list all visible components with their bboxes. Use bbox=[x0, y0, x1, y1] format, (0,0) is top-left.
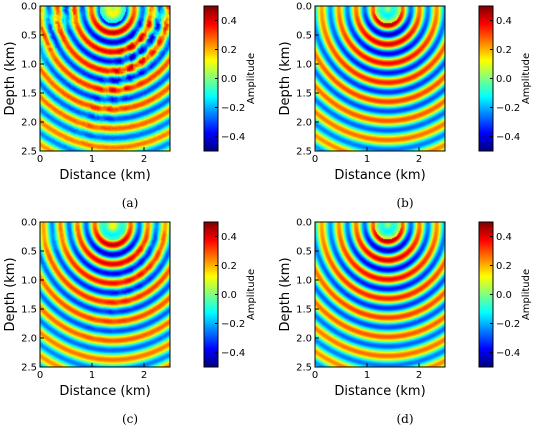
x-tick-label: 1 bbox=[89, 154, 95, 165]
panel-2: 0.0 0.5 1.0 1.5 2.0 2.50 1 2 Distance (km) Depth … bbox=[3, 218, 257, 427]
y-tick-label: 2.5 bbox=[21, 147, 37, 158]
colorbar-tick-label: 0.4 bbox=[496, 16, 512, 27]
panel-0: 0.0 0.5 1.0 1.5 2.0 2.50 1 2 Distance (km) Depth … bbox=[3, 2, 257, 211]
x-tick-label: 2 bbox=[141, 370, 147, 381]
colorbar-tick-label: 0.0 bbox=[496, 74, 512, 85]
y-axis-label: Depth (km) bbox=[278, 257, 293, 331]
x-tick-label: 2 bbox=[416, 154, 422, 165]
y-tick-label: 2.0 bbox=[21, 334, 37, 345]
panel-caption: (b) bbox=[396, 196, 413, 210]
panel-3: 0.0 0.5 1.0 1.5 2.0 2.50 1 2 Distance (km) Depth … bbox=[278, 218, 532, 427]
wavefield-heatmap bbox=[315, 6, 445, 151]
colorbar-tick-label: −0.2 bbox=[221, 103, 245, 114]
y-tick-label: 1.0 bbox=[21, 276, 37, 287]
y-tick-label: 2.5 bbox=[21, 363, 37, 374]
wavefield-heatmap bbox=[315, 222, 445, 367]
y-tick-label: 0.0 bbox=[296, 218, 312, 229]
plot-frame bbox=[39, 221, 171, 368]
colorbar-tick-label: 0.2 bbox=[221, 45, 237, 56]
colorbar-tick-label: 0.0 bbox=[221, 74, 237, 85]
y-axis-label: Depth (km) bbox=[278, 41, 293, 115]
y-tick-label: 1.5 bbox=[21, 305, 37, 316]
x-tick-label: 0 bbox=[312, 154, 318, 165]
y-tick-label: 1.0 bbox=[296, 276, 312, 287]
x-axis-label: Distance (km) bbox=[59, 168, 150, 183]
y-tick-label: 1.5 bbox=[296, 305, 312, 316]
x-tick-label: 1 bbox=[364, 154, 370, 165]
colorbar-tick-label: −0.4 bbox=[496, 132, 520, 143]
y-tick-label: 0.5 bbox=[21, 31, 37, 42]
colorbar-tick-label: 0.4 bbox=[496, 232, 512, 243]
x-tick-label: 0 bbox=[37, 154, 43, 165]
y-tick-label: 1.0 bbox=[21, 60, 37, 71]
y-tick-label: 2.5 bbox=[296, 147, 312, 158]
x-tick-label: 1 bbox=[364, 370, 370, 381]
y-axis-label: Depth (km) bbox=[3, 41, 18, 115]
y-tick-label: 2.5 bbox=[296, 363, 312, 374]
y-tick-label: 0.5 bbox=[296, 31, 312, 42]
colorbar-tick-label: −0.2 bbox=[221, 319, 245, 330]
plot-frame bbox=[314, 5, 446, 152]
x-tick-label: 1 bbox=[89, 370, 95, 381]
y-tick-label: 1.5 bbox=[21, 89, 37, 100]
x-tick-label: 0 bbox=[37, 370, 43, 381]
colorbar-tick-label: 0.2 bbox=[221, 261, 237, 272]
colorbar-label: Amplitude bbox=[246, 53, 257, 104]
y-tick-label: 0.0 bbox=[21, 218, 37, 229]
x-tick-label: 2 bbox=[416, 370, 422, 381]
wavefield-heatmap bbox=[40, 222, 170, 367]
colorbar-tick-label: 0.2 bbox=[496, 45, 512, 56]
panel-caption: (a) bbox=[122, 196, 139, 210]
y-axis-label: Depth (km) bbox=[3, 257, 18, 331]
x-axis-label: Distance (km) bbox=[334, 168, 425, 183]
colorbar-tick-label: −0.2 bbox=[496, 319, 520, 330]
x-tick-label: 0 bbox=[312, 370, 318, 381]
colorbar bbox=[204, 222, 218, 367]
x-tick-label: 2 bbox=[141, 154, 147, 165]
colorbar-tick-label: 0.0 bbox=[496, 290, 512, 301]
colorbar-tick-label: −0.4 bbox=[496, 348, 520, 359]
y-tick-label: 2.0 bbox=[296, 118, 312, 129]
colorbar-tick-label: −0.4 bbox=[221, 348, 245, 359]
colorbar-tick-label: −0.2 bbox=[496, 103, 520, 114]
y-tick-label: 0.5 bbox=[296, 247, 312, 258]
x-axis-label: Distance (km) bbox=[334, 384, 425, 399]
panel-1: 0.0 0.5 1.0 1.5 2.0 2.50 1 2 Distance (km) Depth … bbox=[278, 2, 532, 211]
panel-caption: (c) bbox=[122, 412, 138, 426]
colorbar-tick-label: 0.4 bbox=[221, 232, 237, 243]
y-tick-label: 1.0 bbox=[296, 60, 312, 71]
colorbar bbox=[204, 6, 218, 151]
plot-frame bbox=[39, 5, 171, 152]
y-tick-label: 0.5 bbox=[21, 247, 37, 258]
colorbar-label: Amplitude bbox=[521, 53, 532, 104]
y-tick-label: 0.0 bbox=[296, 2, 312, 13]
colorbar bbox=[479, 222, 493, 367]
colorbar-tick-label: −0.4 bbox=[221, 132, 245, 143]
y-tick-label: 2.0 bbox=[21, 118, 37, 129]
colorbar-label: Amplitude bbox=[246, 269, 257, 320]
x-axis-label: Distance (km) bbox=[59, 384, 150, 399]
colorbar-tick-label: 0.2 bbox=[496, 261, 512, 272]
plot-frame bbox=[314, 221, 446, 368]
panel-caption: (d) bbox=[396, 412, 413, 426]
wavefield-heatmap bbox=[40, 6, 170, 151]
y-tick-label: 0.0 bbox=[21, 2, 37, 13]
y-tick-label: 2.0 bbox=[296, 334, 312, 345]
colorbar-tick-label: 0.0 bbox=[221, 290, 237, 301]
colorbar-label: Amplitude bbox=[521, 269, 532, 320]
y-tick-label: 1.5 bbox=[296, 89, 312, 100]
colorbar bbox=[479, 6, 493, 151]
colorbar-tick-label: 0.4 bbox=[221, 16, 237, 27]
